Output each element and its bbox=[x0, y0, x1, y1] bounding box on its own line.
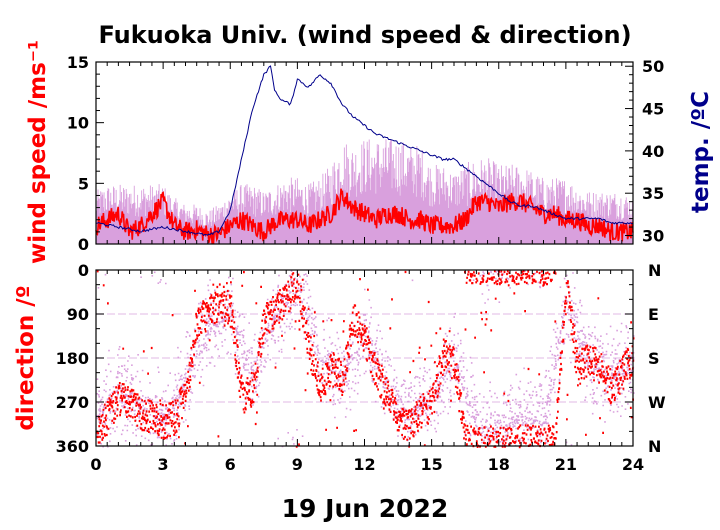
temperature-tick-label: 40 bbox=[642, 142, 664, 161]
hour-tick-label: 24 bbox=[622, 455, 644, 474]
direction-panel: 0 90 180 270 360 N E S W N 0 3 6 9 12 15 18 21 24 bbox=[56, 261, 666, 474]
hour-tick-label: 12 bbox=[353, 455, 375, 474]
hour-tick-label: 3 bbox=[158, 455, 169, 474]
temperature-tick-label: 30 bbox=[642, 227, 664, 246]
compass-tick-label: E bbox=[648, 305, 659, 324]
hour-tick-label: 18 bbox=[488, 455, 510, 474]
wind-speed-axis-label: wind speed /ms⁻¹ bbox=[25, 40, 51, 264]
wind-speed-panel: 0 5 10 15 30 35 40 45 50 bbox=[67, 53, 665, 254]
direction-tick-label: 270 bbox=[56, 393, 89, 412]
hour-tick-label: 21 bbox=[555, 455, 577, 474]
hour-tick-label: 0 bbox=[90, 455, 101, 474]
wind-speed-tick-label: 0 bbox=[78, 235, 89, 254]
hour-tick-label: 9 bbox=[292, 455, 303, 474]
direction-tick-label: 0 bbox=[78, 261, 89, 280]
compass-tick-label: W bbox=[648, 393, 666, 412]
direction-axis-label: direction /º bbox=[13, 285, 39, 430]
temperature-tick-label: 45 bbox=[642, 100, 664, 119]
mean-direction-series bbox=[96, 270, 635, 449]
hour-tick-label: 15 bbox=[420, 455, 442, 474]
chart-title: Fukuoka Univ. (wind speed & direction) bbox=[98, 21, 631, 49]
wind-speed-tick-label: 5 bbox=[78, 174, 89, 193]
compass-tick-label: N bbox=[648, 261, 661, 280]
x-axis-label: 19 Jun 2022 bbox=[282, 494, 449, 523]
wind-speed-tick-label: 15 bbox=[67, 53, 89, 72]
temperature-tick-label: 50 bbox=[642, 57, 664, 76]
instant-direction-series bbox=[96, 270, 635, 448]
wind-speed-tick-label: 10 bbox=[67, 114, 89, 133]
temperature-tick-label: 35 bbox=[642, 184, 664, 203]
temperature-series bbox=[95, 65, 634, 237]
hour-tick-label: 6 bbox=[225, 455, 236, 474]
direction-tick-label: 180 bbox=[56, 349, 89, 368]
direction-tick-label: 90 bbox=[67, 305, 89, 324]
temperature-axis-label: temp. /ºC bbox=[688, 91, 714, 213]
compass-tick-label: S bbox=[648, 349, 660, 368]
direction-tick-label: 360 bbox=[56, 437, 89, 456]
mean-speed-series bbox=[95, 188, 634, 244]
compass-tick-label: N bbox=[648, 437, 661, 456]
